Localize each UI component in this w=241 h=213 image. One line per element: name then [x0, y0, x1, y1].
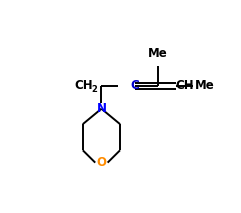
Text: Me: Me: [195, 79, 215, 92]
Text: CH: CH: [74, 79, 93, 92]
Text: C: C: [130, 79, 139, 92]
Text: 2: 2: [91, 85, 97, 94]
Text: N: N: [96, 102, 107, 115]
Text: CH: CH: [176, 79, 194, 92]
Text: Me: Me: [148, 47, 168, 60]
Text: O: O: [96, 156, 107, 169]
